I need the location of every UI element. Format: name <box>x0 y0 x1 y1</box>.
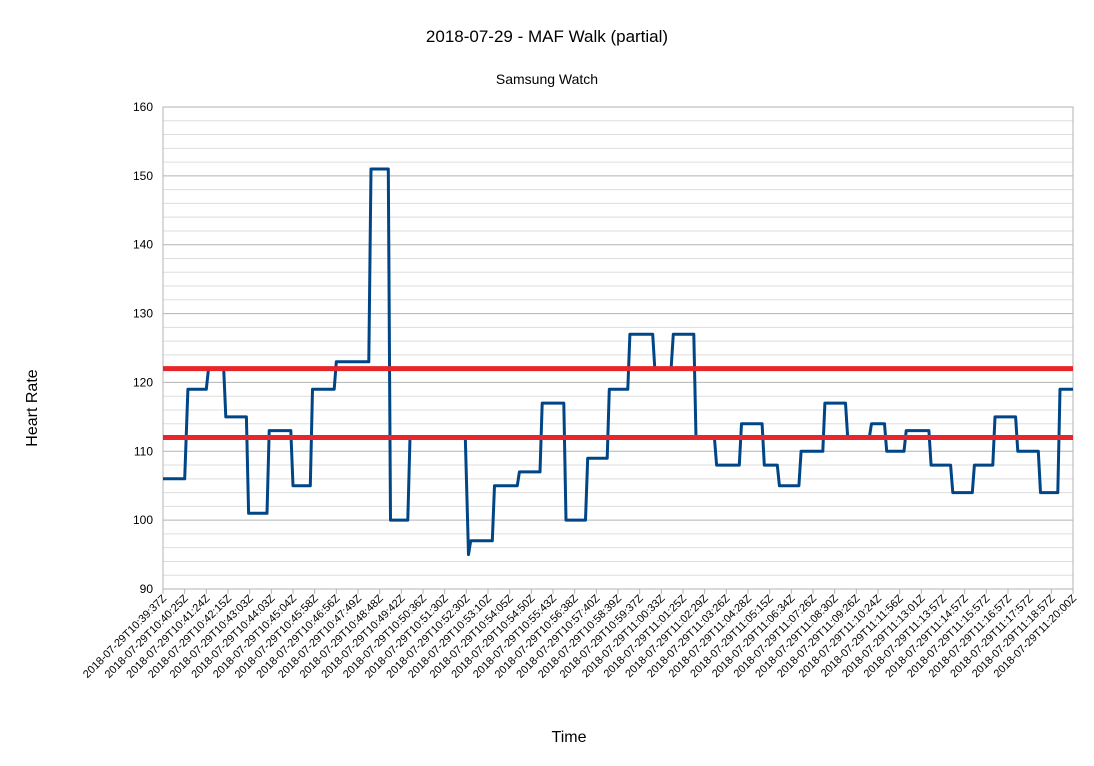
y-axis-ticks: 90 100 110 120 130 140 150 160 <box>133 100 153 596</box>
y-tick-label: 120 <box>133 375 153 389</box>
x-axis-title: Time <box>552 729 587 746</box>
x-axis-ticks: 2018-07-29T10:39:37Z2018-07-29T10:40:25Z… <box>81 589 1079 681</box>
y-tick-label: 150 <box>133 169 153 183</box>
y-tick-label: 110 <box>134 444 153 458</box>
reference-lines-layer <box>163 366 1073 441</box>
y-tick-label: 160 <box>133 100 153 114</box>
y-tick-label: 140 <box>133 238 153 252</box>
y-tick-label: 100 <box>133 513 153 527</box>
plot-area-border <box>162 106 1074 590</box>
series-layer <box>163 167 1073 557</box>
y-axis-title: Heart Rate <box>24 369 41 446</box>
y-tick-label: 90 <box>140 582 154 596</box>
grid-lines <box>163 106 1073 590</box>
chart-title: 2018-07-29 - MAF Walk (partial) <box>426 27 668 46</box>
heart-rate-series-line <box>163 167 1073 557</box>
chart-subtitle: Samsung Watch <box>496 71 598 87</box>
y-tick-label: 130 <box>133 307 153 321</box>
